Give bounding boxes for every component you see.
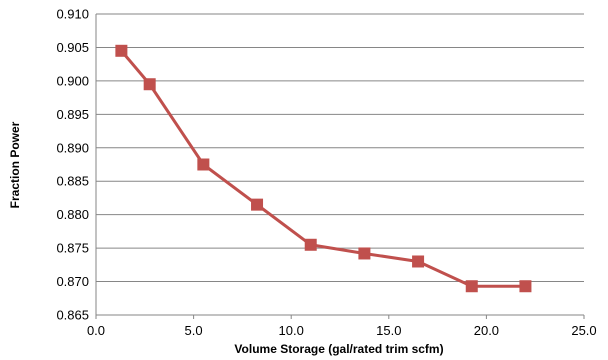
- y-tick-label: 0.870: [56, 274, 89, 289]
- axes: [95, 14, 585, 319]
- y-tick-label: 0.885: [56, 174, 89, 189]
- data-point-marker: [251, 198, 264, 211]
- data-point-marker: [304, 238, 317, 251]
- x-tick-label: 25.0: [571, 323, 596, 338]
- data-point-marker: [143, 78, 156, 91]
- x-tick-label: 10.0: [279, 323, 304, 338]
- x-tick-labels: 0.0 5.0 10.0 15.0 20.0 25.0: [87, 323, 597, 338]
- data-point-marker: [465, 280, 478, 293]
- data-series: [115, 44, 532, 293]
- y-tick-label: 0.895: [56, 107, 89, 122]
- data-point-marker: [519, 280, 532, 293]
- y-tick-label: 0.900: [56, 73, 89, 88]
- y-axis-label: Fraction Power: [8, 121, 22, 208]
- data-point-marker: [115, 44, 128, 57]
- y-tick-label: 0.875: [56, 241, 89, 256]
- y-tick-label: 0.865: [56, 308, 89, 323]
- y-tick-label: 0.890: [56, 140, 89, 155]
- grid-lines: [96, 13, 584, 316]
- data-point-marker: [197, 158, 210, 171]
- x-axis-label: Volume Storage (gal/rated trim scfm): [234, 342, 443, 356]
- series-line: [120, 49, 526, 288]
- x-tick-label: 15.0: [376, 323, 401, 338]
- data-point-marker: [412, 255, 425, 268]
- y-tick-label: 0.880: [56, 207, 89, 222]
- y-tick-label: 0.910: [56, 7, 89, 22]
- data-point-marker: [358, 247, 371, 260]
- x-tick-label: 20.0: [474, 323, 499, 338]
- x-tick-label: 5.0: [185, 323, 203, 338]
- x-tick-label: 0.0: [87, 323, 105, 338]
- y-tick-label: 0.905: [56, 40, 89, 55]
- y-tick-labels: 0.865 0.870 0.875 0.880 0.885 0.890 0.895 0.900…: [56, 7, 89, 323]
